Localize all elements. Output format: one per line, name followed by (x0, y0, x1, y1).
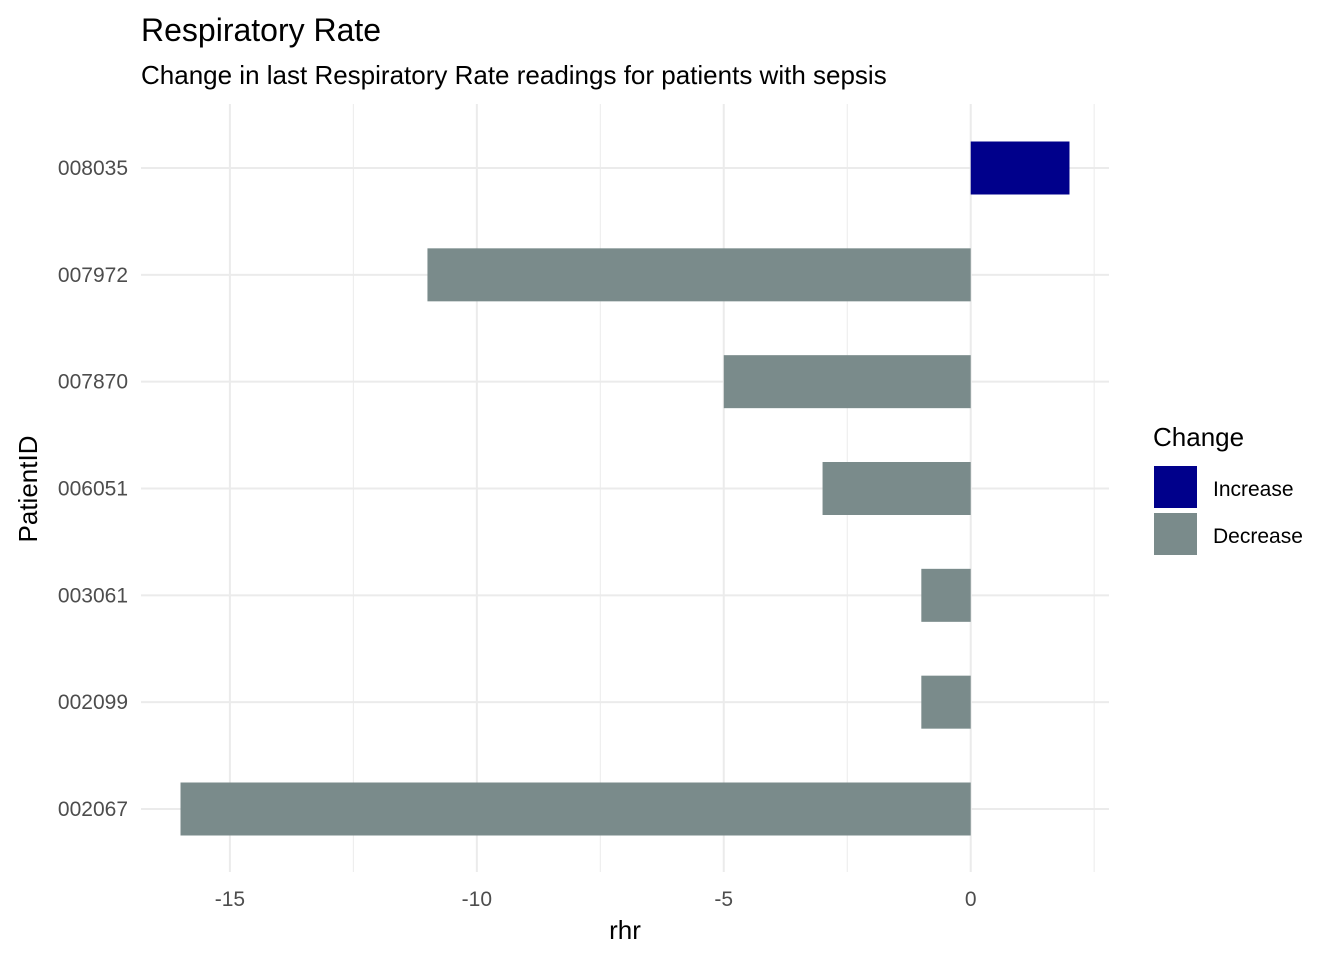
x-tick-label: 0 (965, 888, 977, 911)
bar-007870 (723, 355, 971, 409)
bar-003061 (921, 568, 971, 622)
y-tick-label: 006051 (58, 478, 128, 501)
x-tick-label: -10 (462, 888, 492, 911)
legend-label-decrease: Decrease (1213, 525, 1303, 548)
y-tick-label: 002099 (58, 691, 128, 714)
y-axis-title: PatientID (13, 436, 43, 543)
bar-002067 (180, 782, 971, 836)
x-axis-title: rhr (609, 915, 641, 945)
x-axis-ticks: -15 -10 -5 0 (215, 888, 977, 911)
legend-swatch-decrease (1154, 513, 1197, 555)
bar-008035 (970, 141, 1070, 195)
y-tick-label: 007870 (58, 371, 128, 394)
bar-007972 (427, 248, 971, 302)
bars (180, 141, 1070, 836)
bar-006051 (822, 462, 971, 515)
y-axis-ticks: 002067 002099 003061 006051 007870 007972 0080… (58, 157, 128, 821)
legend-swatch-increase (1154, 466, 1197, 508)
x-tick-label: -15 (215, 888, 245, 911)
y-tick-label: 003061 (58, 584, 128, 607)
bar-002099 (921, 675, 971, 729)
legend-label-increase: Increase (1213, 478, 1294, 501)
chart-title: Respiratory Rate (141, 12, 381, 48)
chart-subtitle: Change in last Respiratory Rate readings… (141, 60, 887, 90)
legend-title: Change (1153, 422, 1244, 452)
y-tick-label: 007972 (58, 264, 128, 287)
legend: Change Increase Decrease (1153, 422, 1303, 555)
y-tick-label: 008035 (58, 157, 128, 180)
y-tick-label: 002067 (58, 798, 128, 821)
x-tick-label: -5 (714, 888, 733, 911)
legend-items: Increase Decrease (1154, 466, 1303, 555)
